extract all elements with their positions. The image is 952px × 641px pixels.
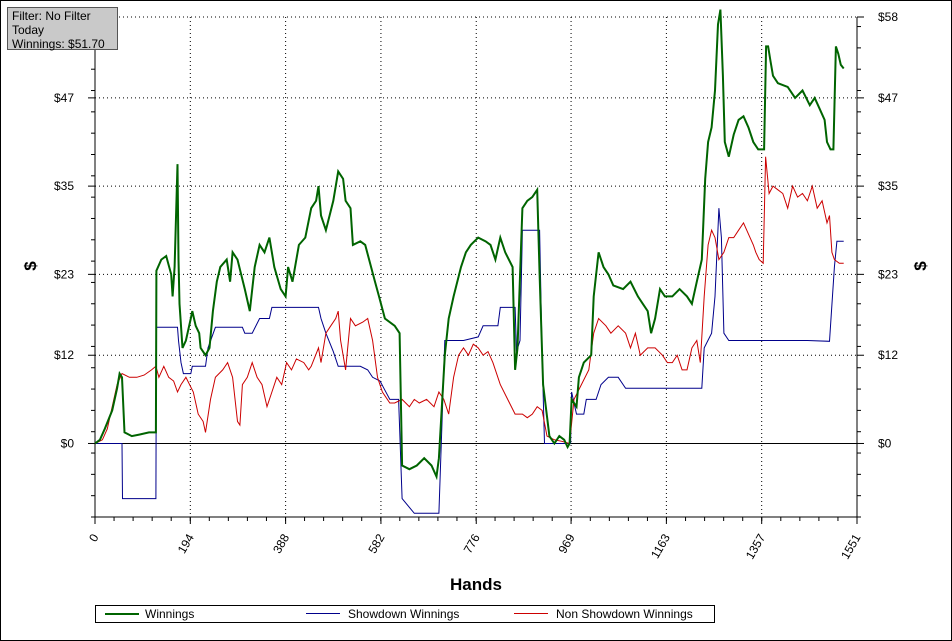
legend-swatch-showdown — [306, 613, 340, 614]
series-line-winnings — [94, 9, 845, 481]
x-tick-label: 1163 — [648, 531, 673, 561]
winnings-total: Winnings: $51.70 — [12, 37, 105, 51]
series-line-showdown-winnings — [95, 208, 844, 514]
period-label: Today — [12, 23, 45, 37]
info-box: Filter: No Filter Today Winnings: $51.70 — [7, 7, 118, 51]
y-axis-title-left: $ — [21, 261, 40, 271]
legend-label-non-showdown: Non Showdown Winnings — [556, 607, 693, 621]
grid — [95, 16, 857, 517]
series-lines — [94, 9, 845, 514]
x-axis-title: Hands — [450, 575, 502, 594]
y-axis-title-right: $ — [911, 261, 930, 271]
y-tick-label-left: $35 — [54, 179, 74, 193]
y-tick-label-right: $35 — [878, 179, 898, 193]
y-tick-label-left: $0 — [61, 436, 75, 450]
y-tick-label-left: $47 — [54, 91, 74, 105]
y-tick-label-left: $12 — [54, 348, 74, 362]
y-tick-label-right: $12 — [878, 348, 898, 362]
y-tick-label-right: $0 — [878, 436, 892, 450]
x-tick-label: 969 — [556, 531, 578, 556]
x-tick-label: 388 — [270, 531, 292, 556]
x-tick-label: 1357 — [743, 531, 769, 561]
y-tick-label-right: $58 — [878, 10, 898, 24]
legend-swatch-winnings — [105, 613, 139, 615]
x-tick-label: 0 — [86, 531, 102, 544]
axes — [88, 16, 864, 524]
legend-label-winnings: Winnings — [145, 607, 195, 621]
legend: Winnings Showdown Winnings Non Showdown … — [95, 605, 715, 623]
filter-label: Filter: No Filter — [12, 9, 91, 23]
y-tick-label-right: $23 — [878, 267, 898, 281]
x-tick-label: 194 — [175, 531, 197, 556]
y-tick-label-right: $47 — [878, 91, 898, 105]
x-tick-label: 776 — [461, 531, 483, 556]
legend-swatch-non-showdown — [514, 613, 548, 614]
series-line-non-showdown-winnings — [94, 156, 844, 445]
x-tick-label: 1551 — [838, 531, 864, 561]
legend-label-showdown: Showdown Winnings — [348, 607, 460, 621]
x-tick-label: 582 — [365, 531, 387, 556]
y-tick-label-left: $23 — [54, 267, 74, 281]
